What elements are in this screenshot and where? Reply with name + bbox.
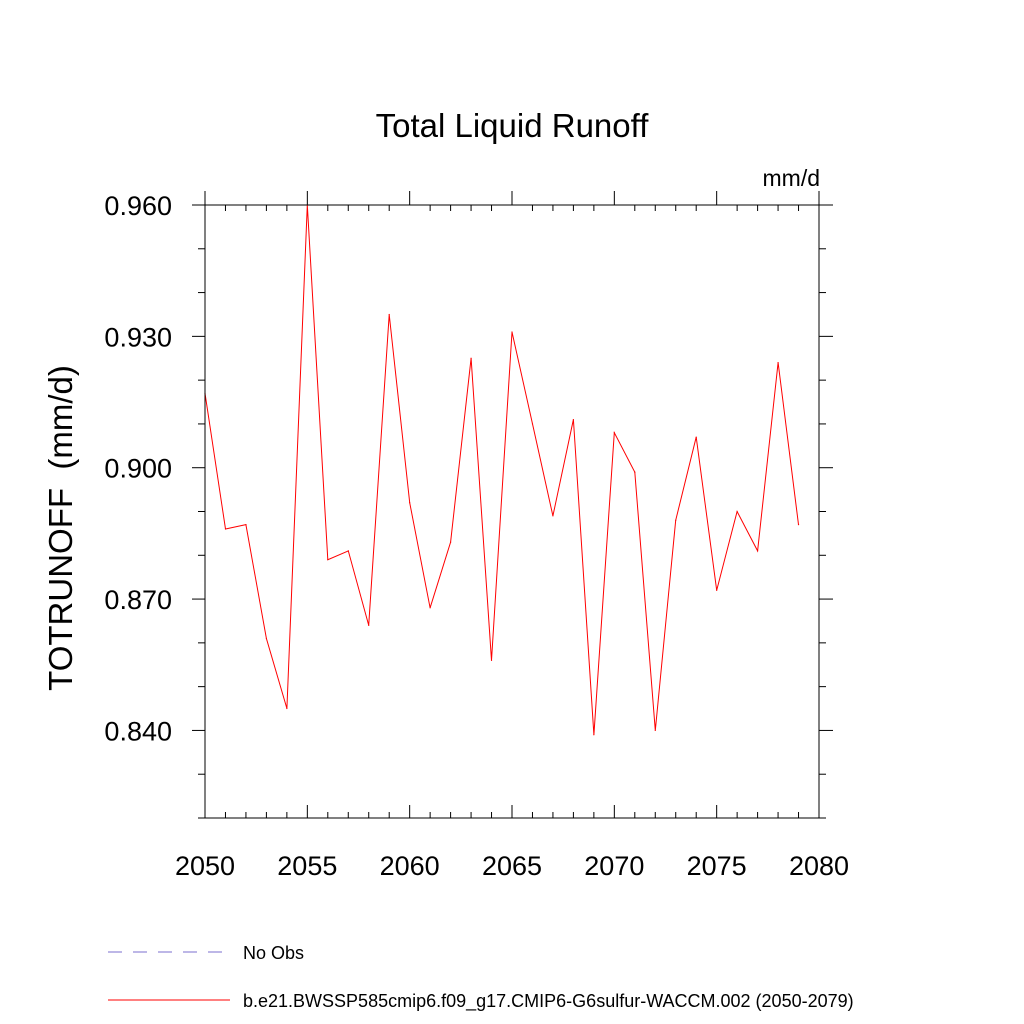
chart-title: Total Liquid Runoff — [376, 107, 650, 144]
x-tick-label: 2055 — [277, 851, 337, 881]
data-point — [224, 528, 227, 530]
data-point — [368, 624, 370, 626]
y-tick-label: 0.840 — [104, 716, 172, 746]
y-tick-label: 0.870 — [104, 585, 172, 615]
x-tick-label: 2050 — [175, 851, 235, 881]
data-point — [327, 559, 329, 561]
series-line — [204, 204, 799, 735]
data-point — [409, 502, 411, 504]
data-point — [511, 331, 513, 333]
data-point — [593, 734, 595, 736]
y-tick-label: 0.900 — [104, 454, 172, 484]
data-point — [695, 436, 697, 438]
minor-ticks — [198, 205, 826, 819]
data-point — [757, 550, 759, 552]
data-point — [552, 515, 554, 517]
units-label: mm/d — [763, 165, 821, 191]
data-point — [490, 659, 493, 661]
data-point — [450, 541, 452, 543]
data-point — [777, 362, 779, 364]
data-point — [388, 313, 390, 316]
x-tick-label: 2075 — [687, 851, 747, 881]
legend-label: b.e21.BWSSP585cmip6.f09_g17.CMIP6-G6sulf… — [243, 991, 854, 1012]
data-point — [736, 510, 738, 513]
legend-label: No Obs — [243, 943, 304, 963]
data-point — [265, 637, 267, 640]
y-tick-label: 0.960 — [104, 191, 172, 221]
data-point — [675, 519, 677, 521]
data-point — [716, 589, 718, 591]
x-tick-label: 2080 — [789, 851, 849, 881]
y-tick-labels: 0.840 0.870 0.900 0.930 0.960 — [104, 191, 172, 746]
data-point — [286, 707, 288, 710]
series-layer — [204, 204, 800, 736]
plot-frame — [204, 204, 820, 819]
data-point — [429, 607, 431, 609]
data-point — [797, 524, 800, 526]
major-ticks — [192, 191, 833, 818]
data-point — [531, 423, 534, 425]
data-point — [634, 471, 636, 473]
y-axis-label: TOTRUNOFF (mm/d) — [42, 365, 79, 691]
y-tick-label: 0.930 — [104, 322, 172, 352]
data-point — [245, 524, 247, 526]
data-point — [572, 418, 575, 421]
x-tick-label: 2060 — [380, 851, 440, 881]
x-tick-labels: 2050 2055 2060 2065 2070 2075 2080 — [175, 851, 849, 881]
x-tick-label: 2065 — [482, 851, 542, 881]
data-point — [613, 432, 615, 434]
x-tick-label: 2070 — [584, 851, 644, 881]
data-point — [470, 357, 472, 359]
data-point — [347, 550, 349, 552]
legend: No Obs b.e21.BWSSP585cmip6.f09_g17.CMIP6-… — [108, 943, 854, 1012]
data-point — [654, 729, 656, 732]
